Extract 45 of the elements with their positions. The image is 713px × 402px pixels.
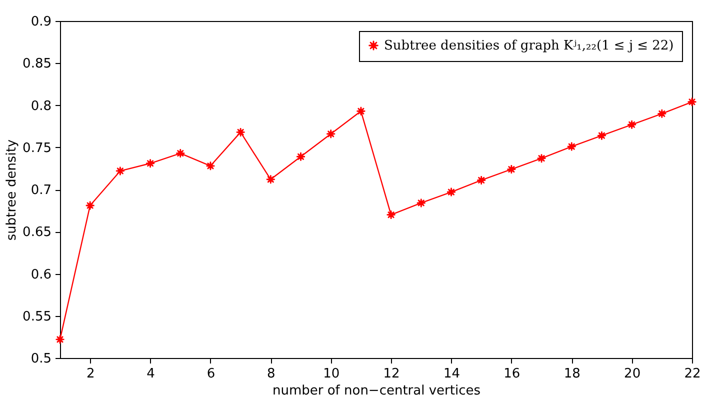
point — [115, 166, 125, 176]
point — [296, 152, 306, 162]
point — [356, 106, 366, 116]
point — [476, 175, 486, 186]
point — [176, 148, 186, 158]
point — [416, 198, 426, 208]
point — [206, 161, 216, 171]
y-tick-label: 0.8 — [30, 98, 52, 114]
y-tick-label: 0.5 — [30, 352, 52, 366]
x-tick-label: 12 — [383, 366, 400, 382]
point — [566, 142, 576, 152]
legend-label: Subtree densities of graph Kʲ₁,₂₂(1 ≤ j ≤ 22) — [384, 38, 674, 54]
point — [326, 129, 336, 139]
point — [85, 200, 95, 210]
y-tick-label: 0.75 — [22, 140, 52, 156]
x-tick-label: 4 — [146, 366, 155, 382]
y-tick-label: 0.6 — [30, 267, 52, 282]
point — [506, 164, 516, 174]
point — [236, 127, 246, 137]
x-tick-label: 6 — [206, 366, 216, 382]
point — [536, 154, 546, 164]
y-axis-title: subtree density — [4, 139, 20, 241]
point — [446, 187, 456, 197]
x-tick-label: 16 — [504, 366, 520, 382]
x-tick-label: 22 — [684, 366, 701, 382]
y-tick-label: 0.85 — [22, 56, 52, 72]
point — [386, 210, 396, 220]
point — [55, 334, 65, 344]
x-tick-label: 20 — [624, 366, 641, 382]
x-tick-label: 8 — [267, 366, 276, 382]
point — [596, 130, 606, 140]
point — [657, 108, 667, 118]
x-tick-label: 2 — [86, 366, 95, 382]
x-tick-label: 10 — [323, 366, 340, 382]
point — [627, 120, 637, 130]
point — [146, 158, 156, 168]
y-tick-label: 0.55 — [22, 309, 52, 324]
x-tick-label: 14 — [443, 366, 460, 382]
x-axis-title: number of non−central vertices — [272, 384, 481, 398]
y-tick-label: 0.7 — [30, 183, 52, 198]
y-tick-label: 0.9 — [30, 14, 52, 30]
y-tick-label: 0.65 — [22, 225, 52, 240]
x-tick-label: 18 — [564, 366, 580, 382]
point — [266, 174, 276, 184]
point — [687, 97, 697, 107]
